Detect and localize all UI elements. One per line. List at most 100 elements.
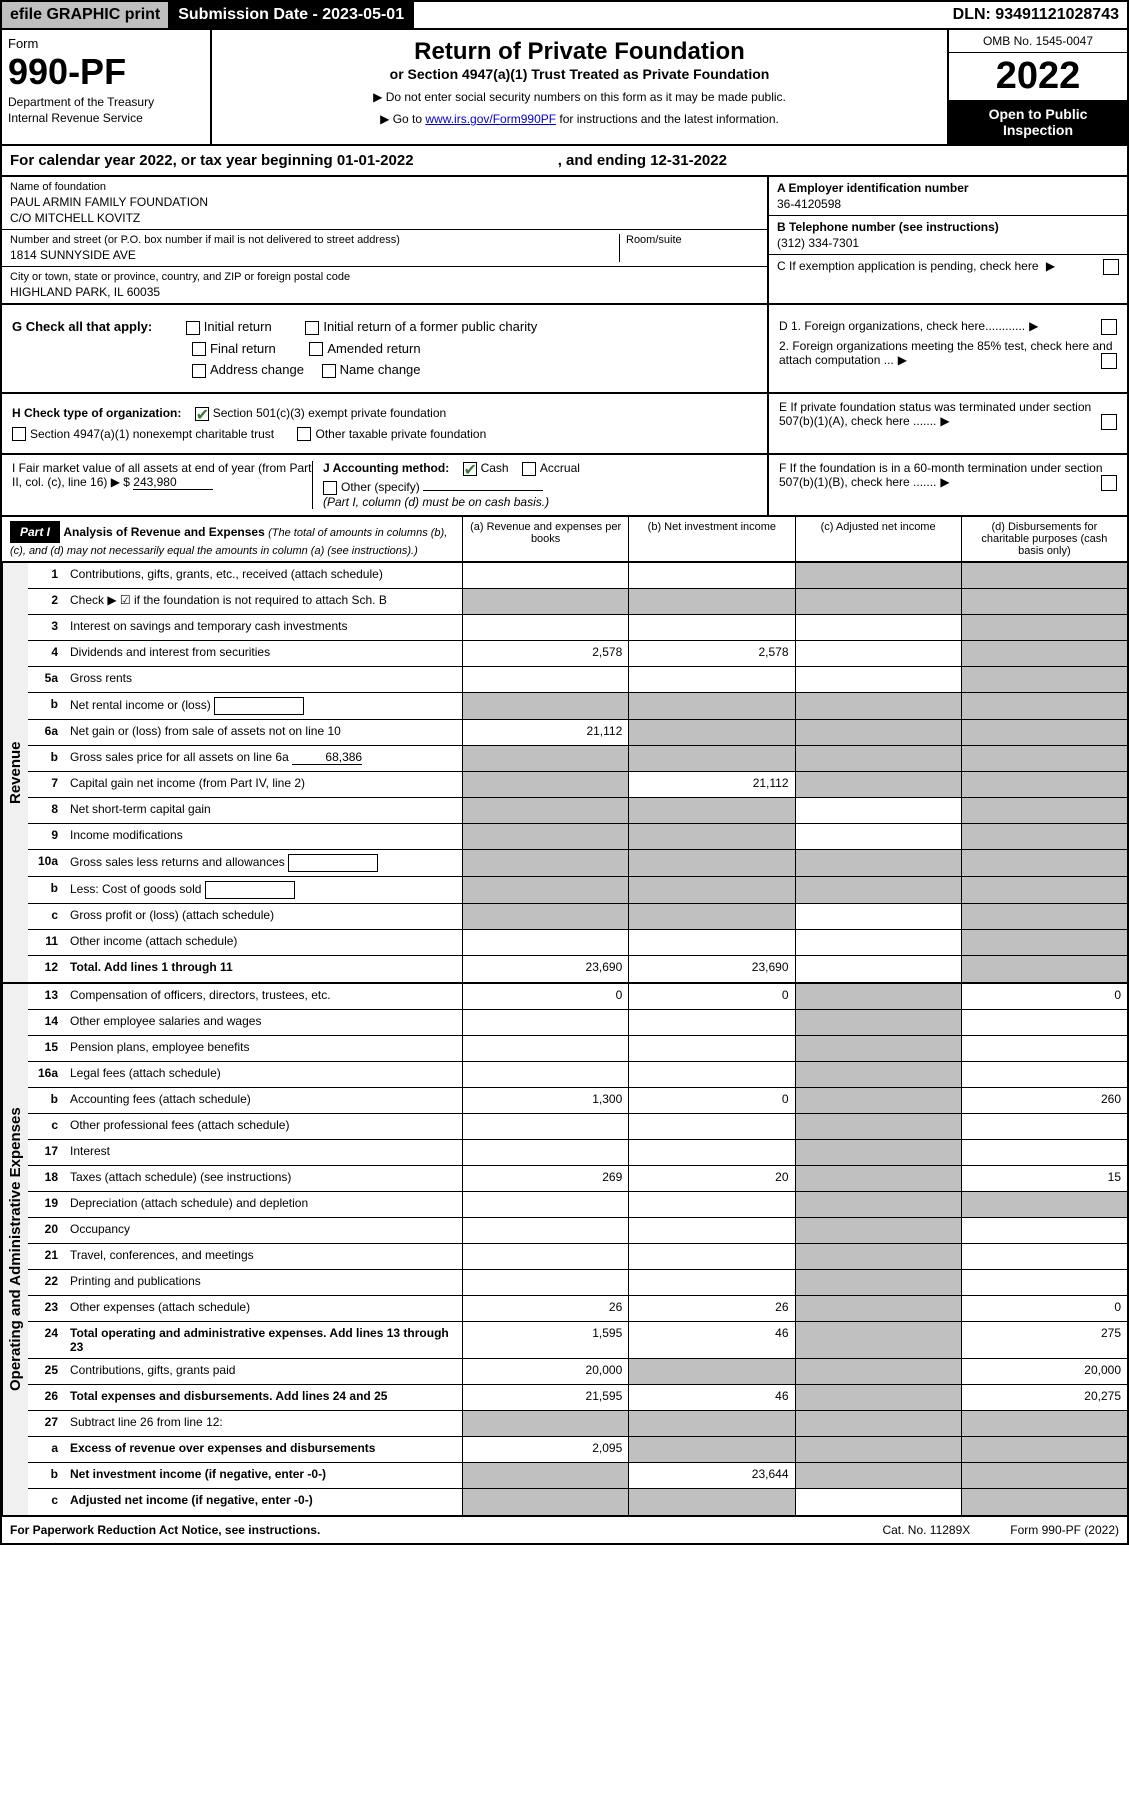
cell-shaded — [462, 746, 628, 771]
table-row: 19Depreciation (attach schedule) and dep… — [28, 1192, 1127, 1218]
cell-value — [628, 667, 794, 692]
row-label: Net gain or (loss) from sale of assets n… — [64, 720, 462, 745]
cell-value: 20,000 — [961, 1359, 1127, 1384]
cell-shaded — [795, 1322, 961, 1358]
initial-return-checkbox[interactable] — [186, 321, 200, 335]
expenses-side-label: Operating and Administrative Expenses — [2, 984, 28, 1515]
cell-value — [462, 930, 628, 955]
cell-shaded — [462, 1463, 628, 1488]
cell-value: 2,095 — [462, 1437, 628, 1462]
initial-former-checkbox[interactable] — [305, 321, 319, 335]
row-num: 3 — [28, 615, 64, 640]
cell-shaded — [795, 1010, 961, 1035]
form-footer: Form 990-PF (2022) — [1010, 1523, 1119, 1537]
table-row: 24Total operating and administrative exp… — [28, 1322, 1127, 1359]
cell-value: 0 — [961, 1296, 1127, 1321]
cell-shaded — [795, 877, 961, 903]
row-num: b — [28, 693, 64, 719]
d2-label: 2. Foreign organizations meeting the 85%… — [779, 339, 1113, 367]
cell-shaded — [795, 1114, 961, 1139]
cell-shaded — [628, 746, 794, 771]
phone-label: B Telephone number (see instructions) — [777, 220, 1119, 234]
cell-value — [961, 1218, 1127, 1243]
cell-shaded — [795, 720, 961, 745]
row-label: Travel, conferences, and meetings — [64, 1244, 462, 1269]
cell-shaded — [628, 877, 794, 903]
cell-shaded — [462, 693, 628, 719]
accrual-checkbox[interactable] — [522, 462, 536, 476]
501c3-checkbox[interactable] — [195, 407, 209, 421]
row-num: 14 — [28, 1010, 64, 1035]
d2-checkbox[interactable] — [1101, 353, 1117, 369]
cell-shaded — [795, 1385, 961, 1410]
i-value: 243,980 — [133, 475, 213, 490]
cell-value — [795, 615, 961, 640]
cell-value: 46 — [628, 1385, 794, 1410]
name-change-checkbox[interactable] — [322, 364, 336, 378]
table-row: cAdjusted net income (if negative, enter… — [28, 1489, 1127, 1515]
table-row: 2Check ▶ ☑ if the foundation is not requ… — [28, 589, 1127, 615]
cell-shaded — [795, 1411, 961, 1436]
cell-value — [961, 1010, 1127, 1035]
cell-shaded — [961, 641, 1127, 666]
table-row: 16aLegal fees (attach schedule) — [28, 1062, 1127, 1088]
submission-date: Submission Date - 2023-05-01 — [170, 2, 414, 28]
cell-value: 1,300 — [462, 1088, 628, 1113]
city-label: City or town, state or province, country… — [10, 271, 759, 283]
tax-year: 2022 — [949, 53, 1127, 100]
4947-checkbox[interactable] — [12, 427, 26, 441]
row-num: c — [28, 1114, 64, 1139]
other-taxable-checkbox[interactable] — [297, 427, 311, 441]
dln: DLN: 93491121028743 — [945, 2, 1127, 28]
table-row: bNet investment income (if negative, ent… — [28, 1463, 1127, 1489]
address: 1814 SUNNYSIDE AVE — [10, 248, 619, 262]
cell-value — [628, 1218, 794, 1243]
final-return-checkbox[interactable] — [192, 342, 206, 356]
cash-checkbox[interactable] — [463, 462, 477, 476]
cell-value: 1,595 — [462, 1322, 628, 1358]
addr-change-checkbox[interactable] — [192, 364, 206, 378]
row-label: Legal fees (attach schedule) — [64, 1062, 462, 1087]
form990pf-link[interactable]: www.irs.gov/Form990PF — [425, 112, 556, 126]
cell-value — [628, 615, 794, 640]
cell-value — [795, 824, 961, 849]
other-method-checkbox[interactable] — [323, 481, 337, 495]
cell-shaded — [795, 1359, 961, 1384]
amended-checkbox[interactable] — [309, 342, 323, 356]
cell-value — [795, 956, 961, 982]
table-row: 22Printing and publications — [28, 1270, 1127, 1296]
table-row: 7Capital gain net income (from Part IV, … — [28, 772, 1127, 798]
col-a-header: (a) Revenue and expenses per books — [462, 517, 628, 561]
row-num: 10a — [28, 850, 64, 876]
cell-value — [628, 1140, 794, 1165]
cell-value — [795, 930, 961, 955]
cell-shaded — [462, 877, 628, 903]
e-checkbox[interactable] — [1101, 414, 1117, 430]
row-num: 4 — [28, 641, 64, 666]
cell-value: 26 — [462, 1296, 628, 1321]
row-num: c — [28, 1489, 64, 1515]
table-row: 6aNet gain or (loss) from sale of assets… — [28, 720, 1127, 746]
phone: (312) 334-7301 — [777, 236, 1119, 250]
cell-value: 20,000 — [462, 1359, 628, 1384]
row-label: Contributions, gifts, grants paid — [64, 1359, 462, 1384]
cell-value: 15 — [961, 1166, 1127, 1191]
row-label: Contributions, gifts, grants, etc., rece… — [64, 563, 462, 588]
table-row: 20Occupancy — [28, 1218, 1127, 1244]
c-checkbox[interactable] — [1103, 259, 1119, 275]
instr-goto: ▶ Go to www.irs.gov/Form990PF for instru… — [232, 112, 927, 126]
cell-shaded — [628, 1411, 794, 1436]
row-label: Dividends and interest from securities — [64, 641, 462, 666]
f-checkbox[interactable] — [1101, 475, 1117, 491]
table-row: 8Net short-term capital gain — [28, 798, 1127, 824]
table-row: bLess: Cost of goods sold — [28, 877, 1127, 904]
d1-checkbox[interactable] — [1101, 319, 1117, 335]
row-num: 8 — [28, 798, 64, 823]
cell-value — [961, 1244, 1127, 1269]
cell-shaded — [961, 904, 1127, 929]
efile-print-button[interactable]: efile GRAPHIC print — [2, 2, 170, 28]
cell-value — [462, 615, 628, 640]
table-row: 11Other income (attach schedule) — [28, 930, 1127, 956]
j-label: J Accounting method: — [323, 461, 449, 475]
cell-shaded — [961, 956, 1127, 982]
